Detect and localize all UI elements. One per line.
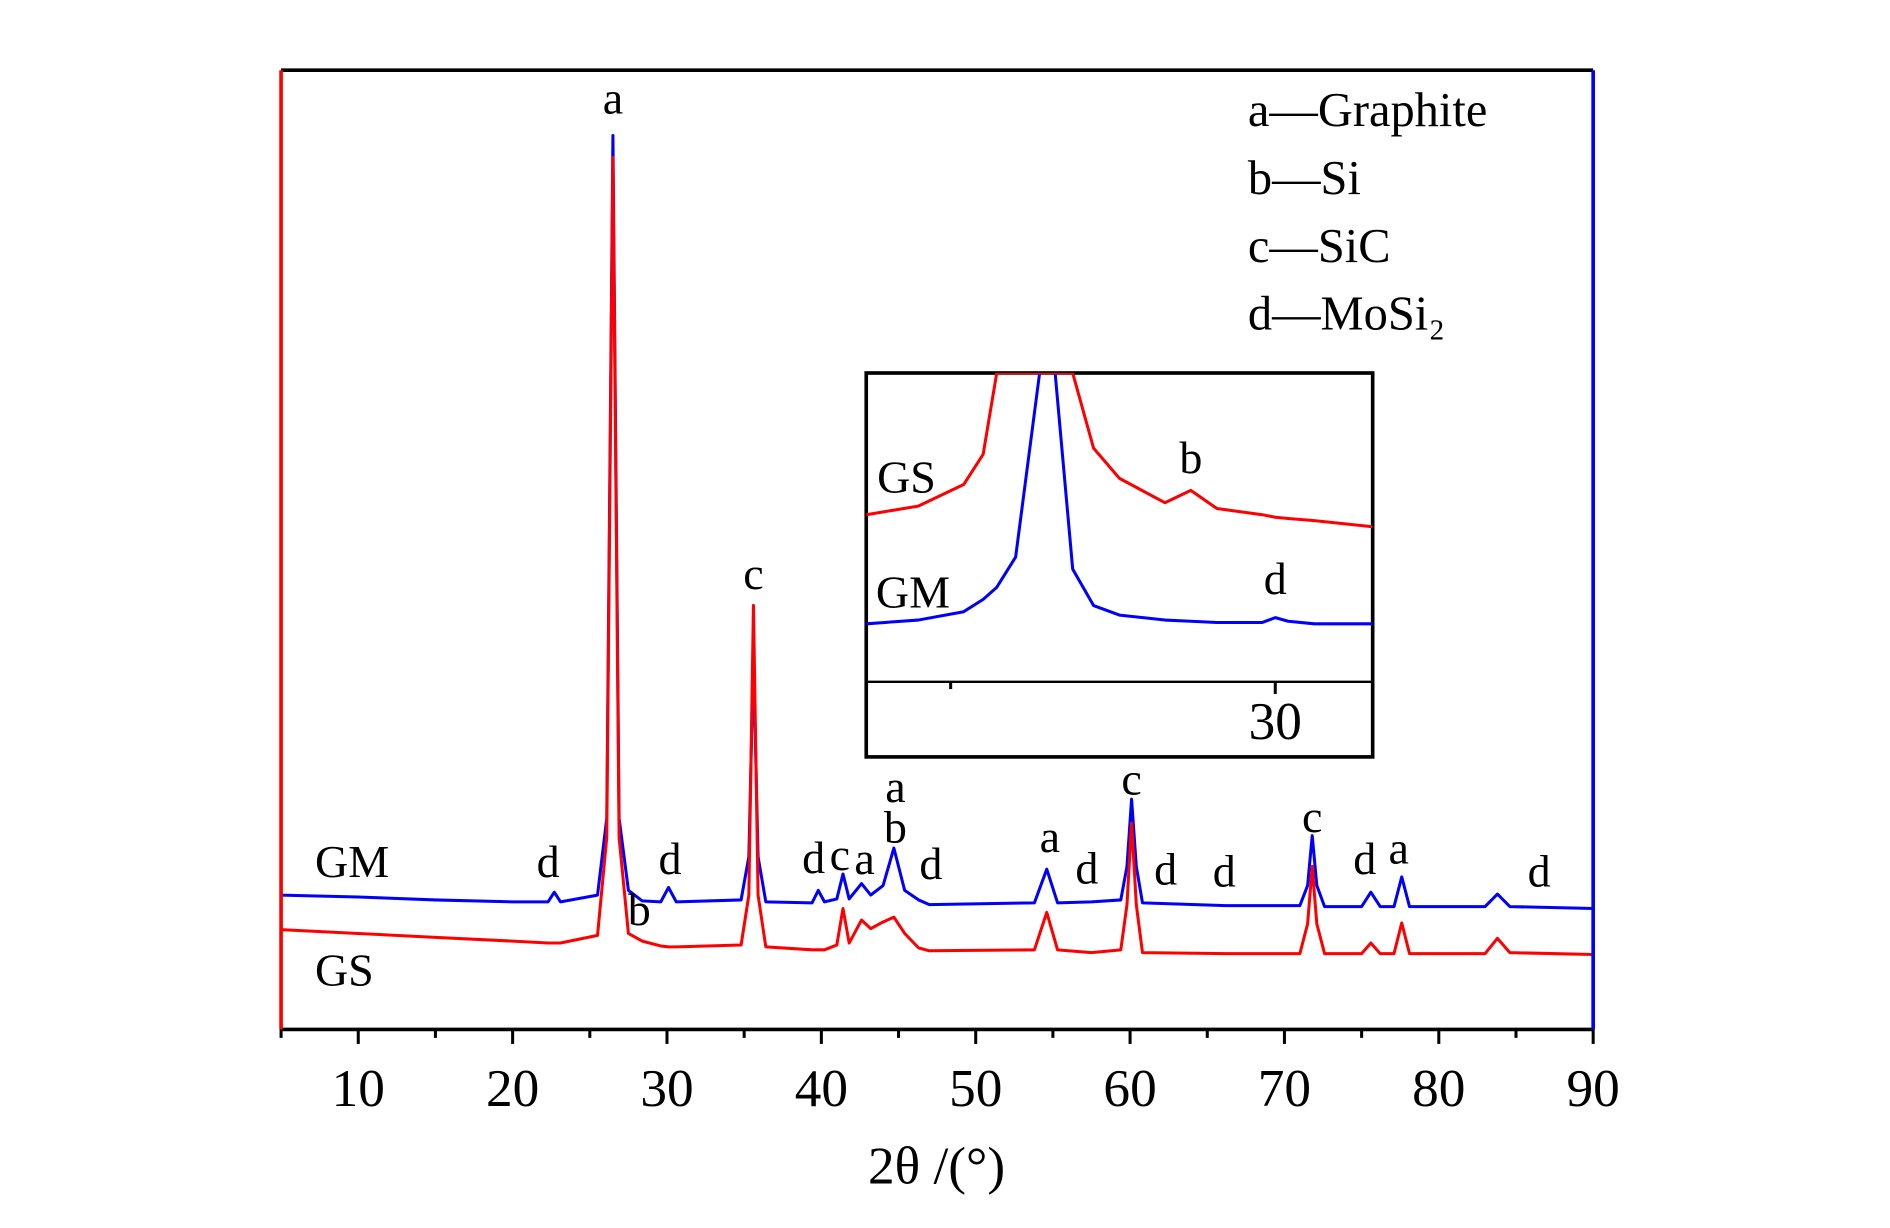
annotation: a	[885, 761, 905, 812]
annotation: d	[1264, 553, 1287, 604]
annotation: c	[1302, 791, 1322, 842]
x-tick-label: 50	[949, 1059, 1002, 1118]
annotation: b	[884, 801, 907, 852]
annotation: GM	[876, 566, 950, 617]
annotation: a	[603, 72, 623, 123]
x-tick-label: 30	[1249, 692, 1302, 751]
annotation: d	[919, 838, 942, 889]
x-tick-label: 60	[1103, 1059, 1156, 1118]
annotation: d	[1213, 845, 1236, 896]
key-entry: d—MoSi₂	[1248, 288, 1445, 341]
annotation: d	[1154, 844, 1177, 895]
annotation: c	[830, 829, 850, 880]
annotation: d	[1353, 833, 1376, 884]
x-tick-label: 40	[795, 1059, 848, 1118]
annotation: b	[1179, 432, 1202, 483]
annotation: c	[1121, 753, 1141, 804]
x-tick-label: 30	[640, 1059, 693, 1118]
annotation: d	[537, 836, 560, 887]
series-line	[281, 156, 1594, 957]
annotation: d	[802, 832, 825, 883]
annotation: GS	[315, 944, 374, 995]
annotation: d	[659, 833, 682, 884]
plot-area	[281, 134, 1594, 957]
annotation: a	[1388, 822, 1408, 873]
annotation: a	[1040, 811, 1060, 862]
key-entry: b—Si	[1248, 152, 1361, 205]
x-tick-label: 90	[1567, 1059, 1620, 1118]
annotation: b	[628, 884, 651, 935]
x-tick-label: 80	[1412, 1059, 1465, 1118]
inset-plot-area	[866, 373, 1373, 626]
key-entry: a—Graphite	[1248, 84, 1487, 137]
annotation: c	[743, 548, 763, 599]
annotation: d	[1528, 845, 1551, 896]
x-tick-label: 20	[486, 1059, 539, 1118]
x-tick-label: 10	[332, 1059, 385, 1118]
series-line	[866, 373, 1373, 626]
x-tick-label: 70	[1258, 1059, 1311, 1118]
annotation: a	[854, 833, 874, 884]
inset-frame	[864, 371, 1375, 759]
annotation: GS	[877, 452, 936, 503]
series-line	[866, 373, 1373, 529]
annotation: GM	[315, 836, 389, 887]
annotation: d	[1075, 843, 1098, 894]
key-entry: c—SiC	[1248, 220, 1391, 273]
x-axis-label: 2θ /(°)	[868, 1136, 1005, 1195]
